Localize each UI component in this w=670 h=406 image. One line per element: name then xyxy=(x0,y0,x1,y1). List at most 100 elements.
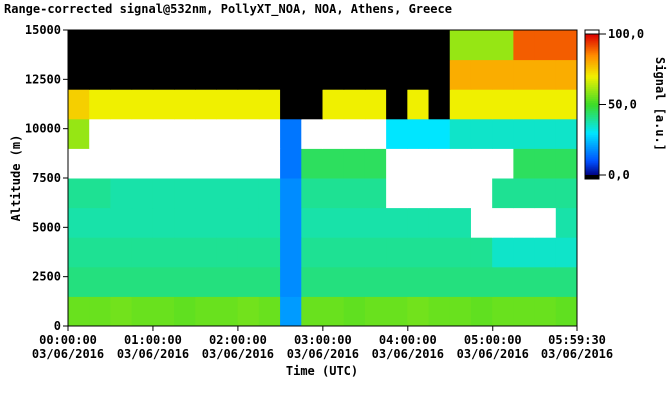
heat-cell xyxy=(280,59,302,90)
heat-cell xyxy=(89,207,111,238)
heat-cell xyxy=(407,237,430,268)
heat-cell xyxy=(428,118,451,149)
heat-cell xyxy=(343,30,366,61)
heat-cell xyxy=(110,30,133,61)
y-tick-label: 12500 xyxy=(25,72,61,86)
colorbar-segment xyxy=(585,84,599,87)
heat-cell xyxy=(216,59,239,90)
colorbar-segment xyxy=(585,134,599,138)
colorbar-segment xyxy=(585,50,599,53)
heat-cell xyxy=(131,59,154,90)
heat-cell xyxy=(428,59,451,90)
heat-cell xyxy=(386,59,408,90)
colorbar-segment xyxy=(585,152,599,156)
colorbar-segment xyxy=(585,82,599,85)
heat-cell xyxy=(280,30,302,61)
heat-cell xyxy=(555,237,578,268)
heat-cell xyxy=(174,89,196,120)
heat-cell xyxy=(174,266,196,297)
heat-cell xyxy=(280,118,302,149)
heat-cell xyxy=(68,118,90,149)
colorbar-segment xyxy=(585,140,599,144)
colorbar-segment xyxy=(585,104,599,108)
heat-cell xyxy=(301,118,323,149)
x-tick-label: 01:00:00 03/06/2016 xyxy=(117,333,189,361)
colorbar-segment xyxy=(585,54,599,57)
heat-cell xyxy=(449,237,472,268)
heat-cell xyxy=(449,118,472,149)
heat-cell xyxy=(555,178,578,209)
heat-cell xyxy=(237,207,260,238)
colorbar-segment xyxy=(585,80,599,83)
colorbar-segment xyxy=(585,94,599,97)
colorbar-segment xyxy=(585,46,599,49)
x-tick-label: 05:59:30 03/06/2016 xyxy=(541,333,613,361)
heat-cell xyxy=(89,89,111,120)
heat-cell xyxy=(237,296,260,327)
heat-cell xyxy=(152,89,175,120)
heat-cell xyxy=(343,89,366,120)
heat-cell xyxy=(513,178,536,209)
heat-cell xyxy=(428,266,451,297)
colorbar-segment xyxy=(585,172,599,176)
heat-cell xyxy=(534,89,557,120)
heat-cell xyxy=(343,237,366,268)
heat-cell xyxy=(280,148,302,179)
heat-cell xyxy=(89,148,111,179)
colorbar-under xyxy=(585,175,599,179)
heat-cell xyxy=(68,30,90,61)
colorbar-tick-label: 50,0 xyxy=(608,98,637,112)
heat-cell xyxy=(534,30,557,61)
heat-cell xyxy=(110,237,133,268)
x-tick-label: 03:00:00 03/06/2016 xyxy=(287,333,359,361)
colorbar-segment xyxy=(585,62,599,65)
heat-cell xyxy=(470,207,493,238)
heat-cell xyxy=(280,89,302,120)
heat-cell xyxy=(68,296,90,327)
heat-cell xyxy=(513,148,536,179)
heat-cell xyxy=(131,148,154,179)
heat-cell xyxy=(470,296,493,327)
y-tick-label: 0 xyxy=(54,319,61,333)
heat-cell xyxy=(152,148,175,179)
heat-cell xyxy=(449,59,472,90)
heat-cell xyxy=(555,118,578,149)
heat-cell xyxy=(513,59,536,90)
heat-cell xyxy=(407,266,430,297)
heat-cell xyxy=(470,178,493,209)
heat-cell xyxy=(152,118,175,149)
heat-cell xyxy=(513,237,536,268)
heat-cell xyxy=(492,148,514,179)
heat-cell xyxy=(534,178,557,209)
heat-cell xyxy=(386,89,408,120)
colorbar-segment xyxy=(585,154,599,158)
y-tick-label: 7500 xyxy=(32,171,61,185)
heat-cell xyxy=(301,266,323,297)
heat-cell xyxy=(428,148,451,179)
heat-cell xyxy=(89,59,111,90)
heat-cell xyxy=(364,59,387,90)
heat-cell xyxy=(195,59,217,90)
heat-cell xyxy=(110,266,133,297)
colorbar-segment xyxy=(585,42,599,45)
heat-cell xyxy=(258,30,281,61)
heat-cell xyxy=(216,148,239,179)
heat-cell xyxy=(258,148,281,179)
heat-cell xyxy=(534,207,557,238)
y-tick-label: 5000 xyxy=(32,220,61,234)
heat-cell xyxy=(364,118,387,149)
heat-cell xyxy=(555,30,578,61)
heat-cell xyxy=(195,178,217,209)
heat-cell xyxy=(258,59,281,90)
heat-cell xyxy=(280,237,302,268)
heat-cell xyxy=(492,89,514,120)
heat-cell xyxy=(152,266,175,297)
colorbar-segment xyxy=(585,44,599,47)
heat-cell xyxy=(68,59,90,90)
colorbar-segment xyxy=(585,142,599,146)
heat-cell xyxy=(386,178,408,209)
heat-cell xyxy=(68,178,90,209)
heat-cell xyxy=(470,266,493,297)
colorbar-segment xyxy=(585,58,599,61)
